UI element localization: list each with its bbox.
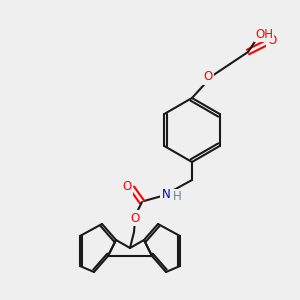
- Text: OH: OH: [255, 28, 273, 40]
- Text: O: O: [130, 212, 140, 224]
- Text: O: O: [122, 181, 132, 194]
- Text: O: O: [203, 70, 213, 83]
- Text: O: O: [267, 34, 277, 47]
- Text: N: N: [162, 188, 170, 200]
- Text: H: H: [172, 190, 182, 203]
